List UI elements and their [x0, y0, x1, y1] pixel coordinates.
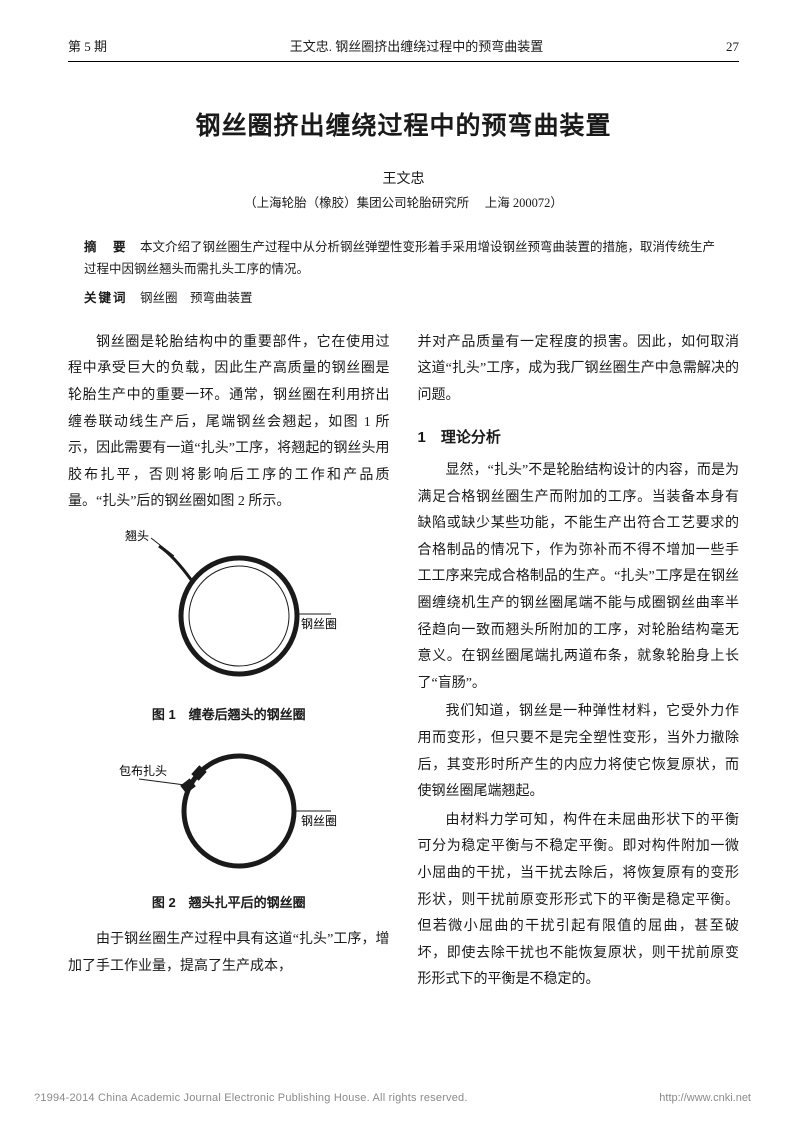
right-column: 并对产品质量有一定程度的损害。因此，如何取消这道“扎头”工序，成为我厂钢丝圈生产… [418, 330, 740, 996]
keywords-block: 关键词 钢丝圈 预弯曲装置 [84, 287, 723, 306]
keywords-text: 钢丝圈 预弯曲装置 [140, 291, 253, 305]
abstract-label: 摘 要 [84, 240, 128, 254]
affiliation-org: （上海轮胎（橡胶）集团公司轮胎研究所 [244, 196, 469, 210]
figure-2-svg: 包布扎头 钢丝圈 [119, 739, 339, 874]
affiliation: （上海轮胎（橡胶）集团公司轮胎研究所 上海 200072） [68, 192, 739, 211]
affiliation-addr: 上海 200072） [485, 196, 563, 210]
paragraph: 由于钢丝圈生产过程中具有这道“扎头”工序，增加了手工作业量，提高了生产成本， [68, 927, 390, 980]
author-name: 王文忠 [68, 168, 739, 188]
fig2-wrap-label: 包布扎头 [119, 764, 167, 778]
two-column-body: 钢丝圈是轮胎结构中的重要部件，它在使用过程中承受巨大的负载，因此生产高质量的钢丝… [68, 330, 739, 996]
left-column: 钢丝圈是轮胎结构中的重要部件，它在使用过程中承受巨大的负载，因此生产高质量的钢丝… [68, 330, 390, 996]
figure-1: 翘头 钢丝圈 [68, 526, 390, 697]
paragraph: 由材料力学可知，构件在未屈曲形状下的平衡可分为稳定平衡与不稳定平衡。即对构件附加… [418, 808, 740, 994]
footer-url: http://www.cnki.net [659, 1092, 751, 1104]
figure-1-svg: 翘头 钢丝圈 [119, 526, 339, 686]
paragraph: 并对产品质量有一定程度的损害。因此，如何取消这道“扎头”工序，成为我厂钢丝圈生产… [418, 330, 740, 410]
issue-label: 第 5 期 [68, 36, 107, 55]
keywords-label: 关键词 [84, 291, 128, 305]
section-heading: 1 理论分析 [418, 424, 740, 453]
page: 第 5 期 王文忠. 钢丝圈挤出缠绕过程中的预弯曲装置 27 钢丝圈挤出缠绕过程… [0, 0, 801, 1016]
abstract-block: 摘 要 本文介绍了钢丝圈生产过程中从分析钢丝弹塑性变形着手采用增设钢丝预弯曲装置… [84, 237, 723, 281]
page-number: 27 [726, 39, 739, 55]
figure-2-caption: 图 2 翘头扎平后的钢丝圈 [68, 891, 390, 916]
fig1-ring-label: 钢丝圈 [301, 617, 337, 631]
abstract-text: 本文介绍了钢丝圈生产过程中从分析钢丝弹塑性变形着手采用增设钢丝预弯曲装置的措施，… [84, 240, 715, 276]
fig1-head-label: 翘头 [125, 529, 149, 543]
footer-copyright: ?1994-2014 China Academic Journal Electr… [34, 1092, 468, 1104]
fig2-ring-label: 钢丝圈 [301, 814, 337, 828]
paragraph: 显然，“扎头”不是轮胎结构设计的内容，而是为满足合格钢丝圈生产而附加的工序。当装… [418, 458, 740, 697]
paper-title: 钢丝圈挤出缠绕过程中的预弯曲装置 [68, 106, 739, 142]
paragraph: 钢丝圈是轮胎结构中的重要部件，它在使用过程中承受巨大的负载，因此生产高质量的钢丝… [68, 330, 390, 516]
running-title: 王文忠. 钢丝圈挤出缠绕过程中的预弯曲装置 [107, 36, 726, 55]
figure-2: 包布扎头 钢丝圈 [68, 739, 390, 885]
running-head: 第 5 期 王文忠. 钢丝圈挤出缠绕过程中的预弯曲装置 27 [68, 36, 739, 62]
paragraph: 我们知道，钢丝是一种弹性材料，它受外力作用而变形，但只要不是完全塑性变形，当外力… [418, 699, 740, 805]
figure-1-caption: 图 1 缠卷后翘头的钢丝圈 [68, 703, 390, 728]
